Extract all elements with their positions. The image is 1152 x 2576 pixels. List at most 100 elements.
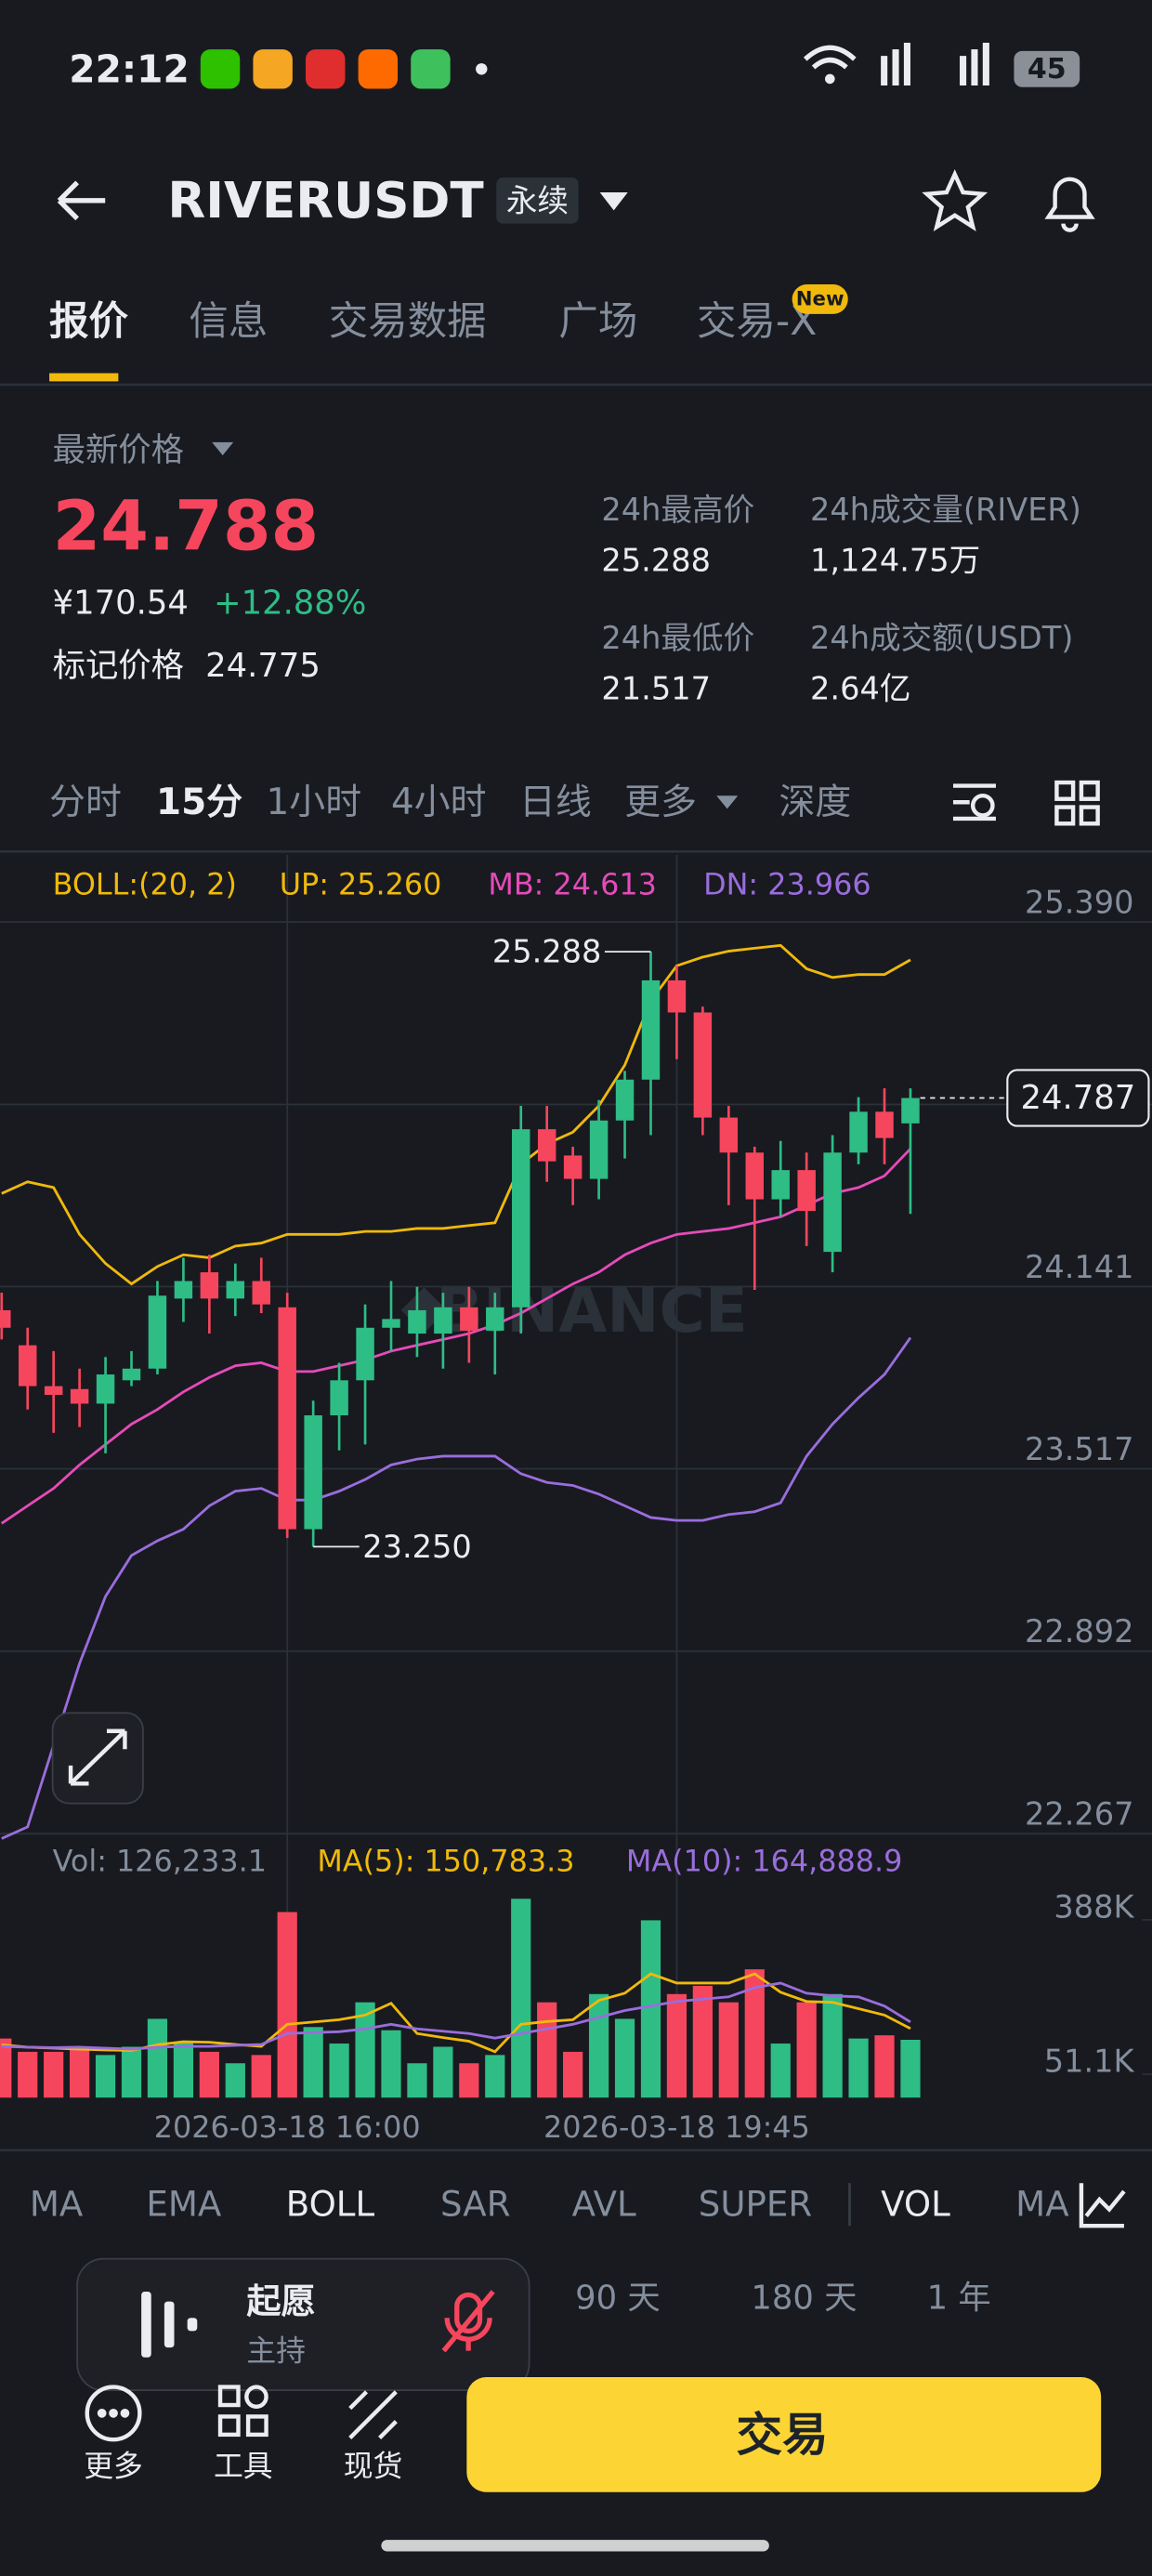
volume-bar bbox=[666, 1993, 687, 2098]
trade-label: 交易 bbox=[736, 2408, 828, 2462]
tab[interactable]: 信息 bbox=[189, 299, 268, 345]
volume-bar bbox=[640, 1920, 661, 2098]
symbol[interactable]: RIVERUSDT bbox=[167, 172, 483, 230]
period[interactable]: 90 天 bbox=[575, 2280, 661, 2318]
y-tick-label: 23.517 bbox=[1025, 1431, 1134, 1467]
candle-body bbox=[615, 1079, 635, 1121]
new-badge: New bbox=[796, 287, 844, 310]
volume-bar bbox=[355, 2002, 375, 2098]
live-role: 主持 bbox=[246, 2333, 306, 2369]
volume-ma-line bbox=[1, 1972, 911, 2054]
y-tick-label: 22.892 bbox=[1025, 1613, 1134, 1649]
interval[interactable]: 深度 bbox=[779, 782, 851, 823]
stat-label: 24h成交额(USDT) bbox=[810, 620, 1073, 656]
y-tick-label: 51.1K bbox=[1044, 2043, 1135, 2079]
app-icons bbox=[200, 49, 488, 89]
interval[interactable]: 1小时 bbox=[267, 782, 362, 823]
favorite-button[interactable] bbox=[922, 169, 988, 231]
candle-body bbox=[174, 1281, 193, 1299]
indicator[interactable]: BOLL bbox=[286, 2185, 375, 2225]
indicator[interactable]: EMA bbox=[146, 2185, 221, 2225]
candle-body bbox=[667, 979, 687, 1013]
volume-bar bbox=[744, 1969, 765, 2098]
live-name: 起愿 bbox=[246, 2281, 315, 2321]
boll-line bbox=[0, 1148, 911, 1525]
volume-bar bbox=[485, 2055, 505, 2098]
indicator-settings[interactable] bbox=[1079, 2183, 1126, 2228]
period[interactable]: 1 年 bbox=[927, 2280, 991, 2318]
tab[interactable]: 广场 bbox=[558, 299, 637, 345]
interval[interactable]: 更多 bbox=[624, 782, 697, 823]
candle-body bbox=[148, 1295, 167, 1369]
live-overlay[interactable] bbox=[76, 2257, 530, 2391]
legend-entry: DN: 23.966 bbox=[703, 867, 871, 902]
volume-ma-line bbox=[1, 1981, 911, 2051]
tab[interactable]: 交易数据 bbox=[329, 299, 487, 345]
nav-label[interactable]: 工具 bbox=[214, 2448, 273, 2483]
chart-settings-button[interactable] bbox=[952, 783, 996, 821]
back-button[interactable] bbox=[57, 180, 106, 221]
candle-body bbox=[122, 1368, 141, 1381]
volume-bar bbox=[796, 2002, 817, 2098]
stat-label: 24h最低价 bbox=[601, 620, 754, 656]
nav-icons bbox=[85, 2385, 398, 2442]
volume-bar bbox=[147, 2018, 168, 2098]
candle-body bbox=[875, 1111, 894, 1138]
legend-entry: Vol: 126,233.1 bbox=[53, 1843, 267, 1878]
y-tick-label: 22.267 bbox=[1025, 1795, 1134, 1832]
trade-button[interactable] bbox=[466, 2376, 1102, 2492]
candle-body bbox=[849, 1111, 868, 1153]
alert-button[interactable] bbox=[1044, 177, 1095, 232]
indicator[interactable]: AVL bbox=[572, 2185, 636, 2225]
stat-value: 21.517 bbox=[601, 671, 711, 707]
contract-tag-bg bbox=[496, 177, 579, 224]
badge-bg bbox=[792, 284, 848, 314]
more-dropdown[interactable] bbox=[716, 795, 739, 809]
volume-bar bbox=[718, 2002, 739, 2098]
battery-level: 45 bbox=[1028, 53, 1067, 85]
tab-indicator bbox=[49, 373, 119, 382]
candle-body bbox=[460, 1307, 478, 1331]
y-tick-label: 24.141 bbox=[1025, 1249, 1134, 1285]
candle-body bbox=[771, 1170, 790, 1200]
price-type-dropdown[interactable] bbox=[212, 441, 234, 456]
legend-entry: UP: 25.260 bbox=[280, 867, 442, 902]
layout-button[interactable] bbox=[1054, 780, 1100, 826]
cny-price: ¥170.54 bbox=[53, 585, 189, 623]
volume-bar bbox=[18, 2051, 38, 2098]
candle-body bbox=[537, 1129, 556, 1162]
interval[interactable]: 日线 bbox=[519, 782, 592, 823]
volume-bar bbox=[251, 2055, 271, 2098]
period[interactable]: 180 天 bbox=[751, 2280, 857, 2318]
volume-bar bbox=[770, 2044, 791, 2098]
mark-price-label: 标记价格 bbox=[53, 647, 184, 685]
candle-body bbox=[44, 1386, 63, 1396]
mic-off-button[interactable] bbox=[441, 2290, 495, 2353]
nav-label[interactable]: 更多 bbox=[84, 2448, 143, 2483]
candle-body bbox=[589, 1120, 609, 1179]
interval[interactable]: 分时 bbox=[49, 782, 122, 823]
indicator[interactable]: SAR bbox=[440, 2185, 510, 2225]
y-tick-label: 25.390 bbox=[1025, 884, 1134, 920]
watermark: BINANCE bbox=[436, 1274, 748, 1347]
candle-body bbox=[823, 1152, 842, 1253]
indicator[interactable]: VOL bbox=[881, 2185, 950, 2225]
volume-bar bbox=[459, 2063, 479, 2098]
indicator[interactable]: SUPER bbox=[699, 2185, 812, 2225]
nav-label[interactable]: 现货 bbox=[344, 2448, 403, 2483]
indicator[interactable]: MA bbox=[1015, 2185, 1069, 2225]
legend-entry: MB: 24.613 bbox=[488, 867, 657, 902]
interval[interactable]: 4小时 bbox=[391, 782, 487, 823]
candle-body bbox=[304, 1415, 322, 1530]
indicator[interactable]: MA bbox=[30, 2185, 84, 2225]
stat-label: 24h成交量(RIVER) bbox=[810, 492, 1081, 528]
expand-button[interactable] bbox=[51, 1712, 144, 1805]
candle-body bbox=[226, 1281, 245, 1299]
volume-bar bbox=[381, 2030, 401, 2098]
interval[interactable]: 15分 bbox=[156, 782, 242, 823]
symbol-dropdown[interactable] bbox=[599, 191, 628, 211]
tab[interactable]: 报价 bbox=[49, 299, 128, 345]
volume-bar bbox=[511, 1899, 531, 2098]
candle-body bbox=[278, 1307, 296, 1530]
boll-line bbox=[1, 943, 911, 1286]
